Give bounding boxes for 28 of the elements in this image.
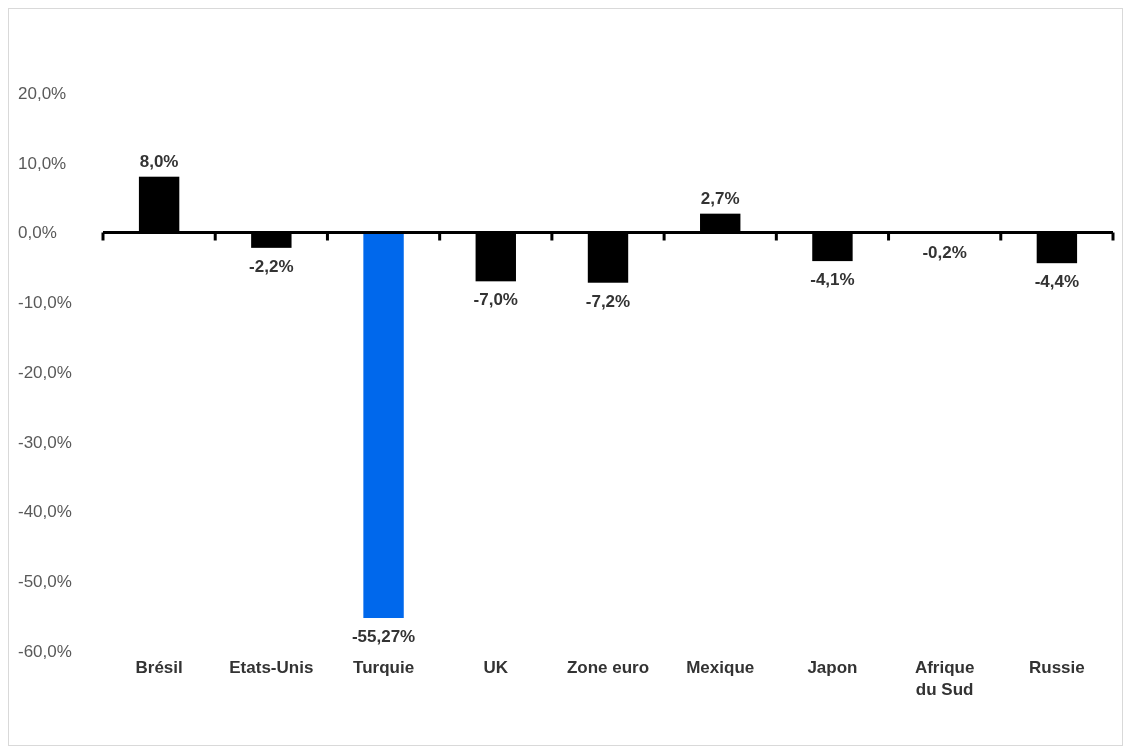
x-tick-label: Brésil <box>135 658 183 677</box>
x-tick-label: Turquie <box>353 658 415 677</box>
data-label: -0,2% <box>922 242 967 262</box>
y-tick-label: -60,0% <box>18 641 72 661</box>
data-label: -4,1% <box>810 270 855 290</box>
y-tick-label: 10,0% <box>18 153 67 173</box>
x-tick-label: Mexique <box>686 658 755 677</box>
bar <box>363 232 404 619</box>
x-tick-label: Afrique du Sud <box>914 658 975 699</box>
x-tick-label: Japon <box>807 658 858 677</box>
data-label: -7,2% <box>585 291 631 311</box>
y-tick-label: -20,0% <box>18 362 72 382</box>
data-label: -4,4% <box>1034 272 1080 292</box>
x-tick-label: UK <box>483 658 509 677</box>
x-tick-label: Etats-Unis <box>229 658 314 677</box>
data-label: 8,0% <box>139 151 179 171</box>
y-tick-label: -10,0% <box>18 293 72 313</box>
y-tick-label: 20,0% <box>18 83 67 103</box>
y-tick-label: -50,0% <box>18 572 72 592</box>
x-tick-label: Russie <box>1029 658 1085 677</box>
y-tick-label: 0,0% <box>18 223 57 243</box>
data-label: -7,0% <box>473 290 518 310</box>
y-tick-label: -30,0% <box>18 432 72 452</box>
data-label: -2,2% <box>249 256 294 276</box>
x-tick-label: Zone euro <box>566 658 650 677</box>
data-label: -55,27% <box>351 627 416 647</box>
data-label: 2,7% <box>700 188 740 208</box>
y-tick-label: -40,0% <box>18 502 72 522</box>
